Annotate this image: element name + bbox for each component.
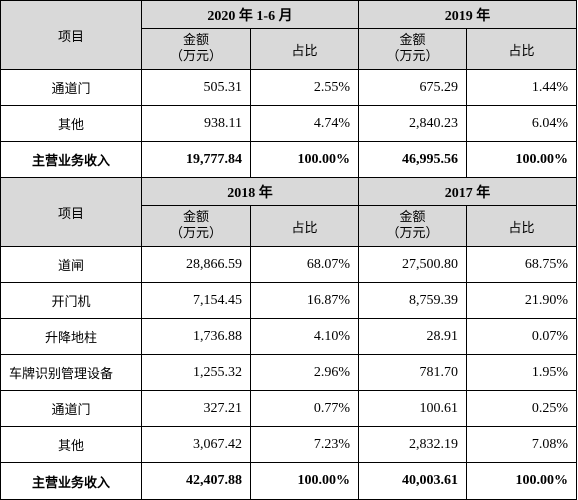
ratio-cell: 4.10% (249, 318, 360, 355)
ratio-column-header: 占比 (466, 28, 578, 70)
amount-cell: 2,832.19 (358, 426, 468, 463)
amount-cell: 505.31 (141, 69, 251, 106)
item-cell: 其他 (0, 426, 142, 463)
total-amount-cell: 40,003.61 (358, 462, 468, 500)
ratio-cell: 68.75% (466, 246, 578, 283)
amount-cell: 8,759.39 (358, 282, 468, 319)
total-ratio-cell: 100.00% (466, 462, 578, 500)
item-cell: 开门机 (0, 282, 142, 319)
amount-cell: 938.11 (141, 105, 251, 142)
amount-cell: 100.61 (358, 390, 468, 427)
amount-unit-label: （万元） (386, 49, 439, 64)
item-cell: 道闸 (0, 246, 142, 283)
ratio-cell: 21.90% (466, 282, 578, 319)
ratio-cell: 2.55% (249, 69, 360, 106)
amount-cell: 7,154.45 (141, 282, 251, 319)
table-row: 道闸 28,866.59 68.07% 27,500.80 68.75% (0, 246, 578, 283)
ratio-cell: 1.44% (466, 69, 578, 106)
amount-cell: 675.29 (358, 69, 468, 106)
ratio-cell: 68.07% (249, 246, 360, 283)
amount-column-header: 金额 （万元） (358, 205, 468, 247)
ratio-column-header: 占比 (249, 28, 360, 70)
total-amount-cell: 42,407.88 (141, 462, 251, 500)
item-cell: 其他 (0, 105, 142, 142)
amount-label: 金额 (399, 210, 426, 225)
amount-unit-label: （万元） (169, 226, 222, 241)
ratio-cell: 7.23% (249, 426, 360, 463)
table-row: 其他 3,067.42 7.23% 2,832.19 7.08% (0, 426, 578, 463)
amount-label: 金额 (399, 33, 426, 48)
amount-column-header: 金额 （万元） (141, 28, 251, 70)
table-row: 其他 938.11 4.74% 2,840.23 6.04% (0, 105, 578, 142)
total-row: 主营业务收入 19,777.84 100.00% 46,995.56 100.0… (0, 141, 578, 178)
amount-cell: 781.70 (358, 354, 468, 391)
amount-unit-label: （万元） (386, 226, 439, 241)
item-cell: 通道门 (0, 69, 142, 106)
ratio-cell: 0.77% (249, 390, 360, 427)
amount-cell: 28.91 (358, 318, 468, 355)
ratio-cell: 2.96% (249, 354, 360, 391)
amount-cell: 27,500.80 (358, 246, 468, 283)
total-ratio-cell: 100.00% (249, 462, 360, 500)
ratio-cell: 1.95% (466, 354, 578, 391)
table-row: 升降地柱 1,736.88 4.10% 28.91 0.07% (0, 318, 578, 355)
period-header: 2019 年 (358, 0, 578, 29)
total-ratio-cell: 100.00% (249, 141, 360, 178)
item-column-header: 项目 (0, 177, 142, 247)
period-header: 2018 年 (140, 177, 360, 206)
table-row: 通道门 505.31 2.55% 675.29 1.44% (0, 69, 578, 106)
amount-cell: 1,255.32 (141, 354, 251, 391)
item-cell: 车牌识别管理设备 (0, 354, 142, 391)
amount-label: 金额 (182, 33, 209, 48)
table-row: 开门机 7,154.45 16.87% 8,759.39 21.90% (0, 282, 578, 319)
ratio-column-header: 占比 (466, 205, 578, 247)
table-row: 通道门 327.21 0.77% 100.61 0.25% (0, 390, 578, 427)
amount-column-header: 金额 （万元） (358, 28, 468, 70)
ratio-cell: 7.08% (466, 426, 578, 463)
table-header-row: 项目 2020 年 1-6 月 2019 年 (0, 0, 578, 70)
ratio-cell: 16.87% (249, 282, 360, 319)
amount-cell: 3,067.42 (141, 426, 251, 463)
total-amount-cell: 46,995.56 (358, 141, 468, 178)
table-row: 车牌识别管理设备 1,255.32 2.96% 781.70 1.95% (0, 354, 578, 391)
period-header: 2017 年 (358, 177, 578, 206)
item-cell: 升降地柱 (0, 318, 142, 355)
ratio-cell: 0.07% (466, 318, 578, 355)
total-item-cell: 主营业务收入 (0, 462, 142, 500)
amount-label: 金额 (182, 210, 209, 225)
table-subheader-row: 金额 （万元） 占比 金额 （万元） 占比 (1, 28, 578, 70)
total-row: 主营业务收入 42,407.88 100.00% 40,003.61 100.0… (0, 462, 578, 500)
amount-cell: 327.21 (141, 390, 251, 427)
amount-cell: 1,736.88 (141, 318, 251, 355)
total-amount-cell: 19,777.84 (141, 141, 251, 178)
amount-unit-label: （万元） (169, 49, 222, 64)
ratio-cell: 0.25% (466, 390, 578, 427)
ratio-cell: 6.04% (466, 105, 578, 142)
item-column-header: 项目 (0, 0, 142, 70)
amount-column-header: 金额 （万元） (141, 205, 251, 247)
amount-cell: 28,866.59 (141, 246, 251, 283)
ratio-column-header: 占比 (249, 205, 360, 247)
table-subheader-row: 金额 （万元） 占比 金额 （万元） 占比 (1, 205, 578, 247)
period-header: 2020 年 1-6 月 (140, 0, 360, 29)
total-ratio-cell: 100.00% (466, 141, 578, 178)
item-cell: 通道门 (0, 390, 142, 427)
total-item-cell: 主营业务收入 (0, 141, 142, 178)
ratio-cell: 4.74% (249, 105, 360, 142)
amount-cell: 2,840.23 (358, 105, 468, 142)
table-header-row: 项目 2018 年 2017 年 (0, 177, 578, 247)
